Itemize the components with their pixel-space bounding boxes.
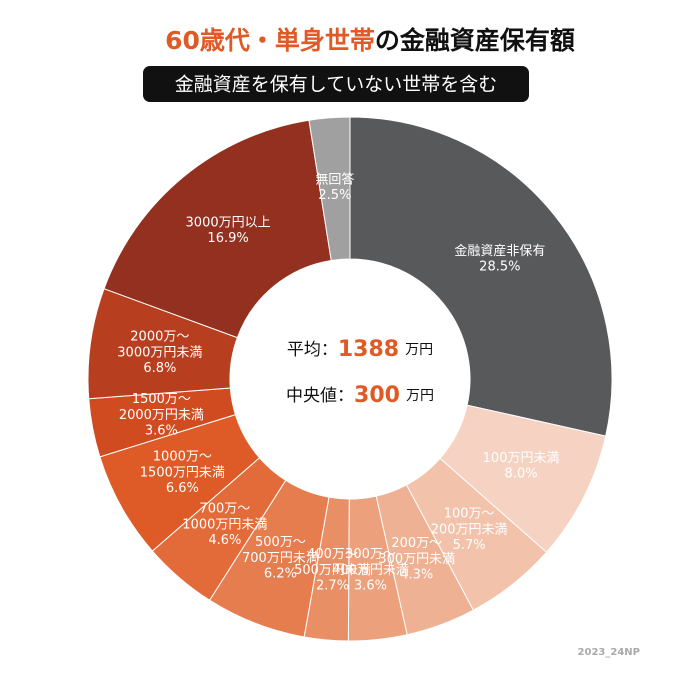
value-label: 28.5%	[479, 259, 520, 274]
slice-label: 500万〜 700万円未満	[242, 534, 319, 565]
value-label: 2.5%	[318, 188, 351, 203]
mean-unit: 万円	[405, 342, 433, 358]
subtitle-box	[143, 66, 529, 102]
value-label: 3.6%	[354, 578, 387, 593]
mean-text: 平均：1388 万円	[287, 337, 433, 362]
value-label: 6.6%	[166, 481, 199, 496]
slice	[103, 119, 332, 339]
value-label: 6.2%	[264, 566, 297, 581]
slice-label: 300万〜 400万円未満	[332, 546, 409, 577]
median-value: 300	[354, 383, 400, 408]
footer: 2023_24NP	[578, 647, 640, 658]
value-label: 6.8%	[143, 361, 176, 376]
slice	[349, 116, 613, 437]
slice-label: 100万円未満	[483, 451, 560, 466]
slice-label: 金融資産非保有	[454, 242, 545, 258]
slice-label: 1000万〜 1500万円未満	[140, 449, 225, 480]
value-label: 16.9%	[207, 231, 248, 246]
value-label: 5.7%	[453, 538, 486, 553]
value-label: 4.6%	[208, 533, 241, 548]
mean-label: 平均：	[287, 340, 338, 360]
donut	[87, 116, 613, 642]
mean-value: 1388	[338, 337, 399, 362]
slice-label: 3000万円以上	[186, 215, 271, 230]
slice-label: 400万〜 500万円未満	[294, 547, 371, 578]
median-text: 中央値：300 万円	[286, 383, 434, 408]
slice-label: 100万〜 200万円未満	[431, 506, 508, 537]
value-label: 2.7%	[316, 579, 349, 594]
slice-label: 1500万〜 2000万円未満	[119, 391, 204, 422]
slice-label: 700万〜 1000万円未満	[182, 501, 267, 532]
slice	[308, 116, 351, 262]
slice-label: 無回答	[315, 171, 354, 187]
value-label: 8.0%	[505, 467, 538, 482]
median-unit: 万円	[406, 388, 434, 404]
slice-label: 200万〜 300万円未満	[378, 536, 455, 567]
subtitle: 金融資産を保有していない世帯を含む	[175, 74, 497, 96]
value-label: 3.6%	[145, 423, 178, 438]
title-rest: の金融資産保有額	[375, 26, 575, 55]
median-label: 中央値：	[286, 386, 354, 406]
title-highlight: 60歳代・単身世帯	[165, 26, 375, 55]
donut-hole	[231, 260, 469, 498]
chart-title: 60歳代・単身世帯の金融資産保有額	[165, 26, 575, 55]
value-label: 4.3%	[400, 568, 433, 583]
slice-label: 2000万〜 3000万円未満	[117, 329, 202, 360]
